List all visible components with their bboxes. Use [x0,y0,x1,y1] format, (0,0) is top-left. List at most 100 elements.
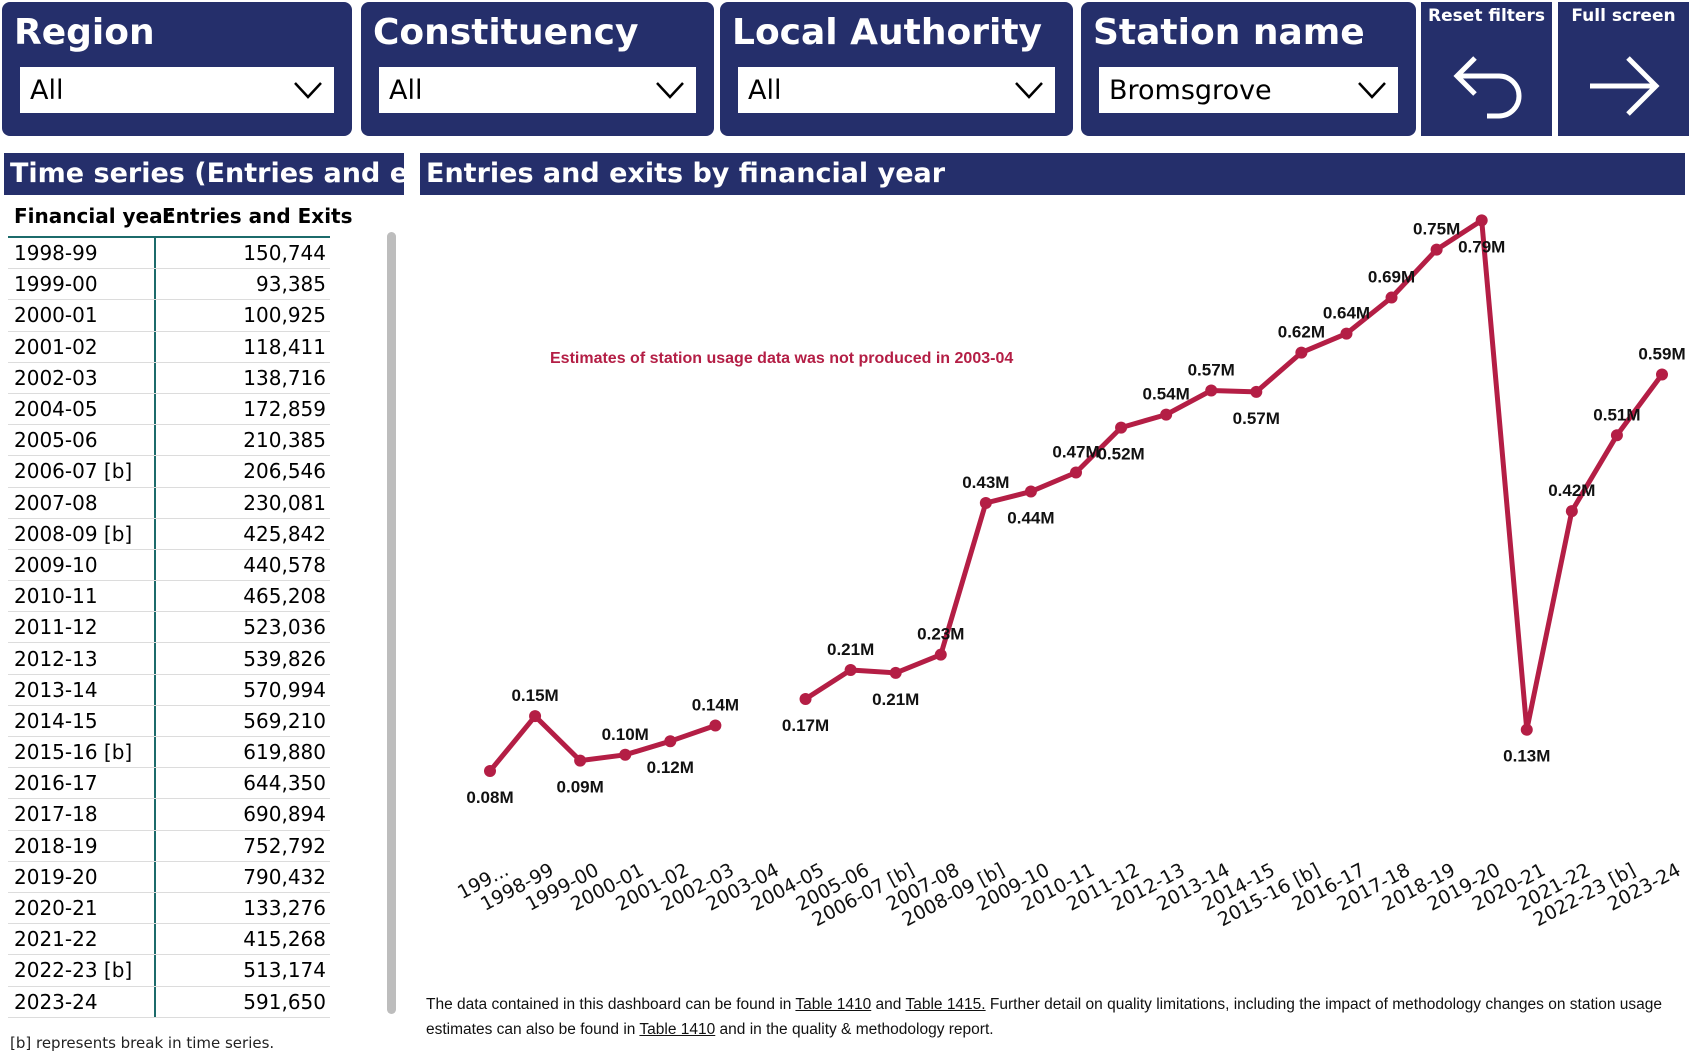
data-point[interactable] [1430,243,1443,256]
station-name-dropdown[interactable]: Bromsgrove [1099,67,1398,113]
full-screen-label: Full screen [1571,6,1676,26]
cell-financial-year: 2014-15 [8,705,156,736]
cell-financial-year: 2019-20 [8,861,156,892]
data-point[interactable] [529,710,542,723]
data-label: 0.17M [782,716,829,735]
cell-financial-year: 2005-06 [8,425,156,456]
cell-entries-exits: 118,411 [243,334,326,359]
cell-financial-year: 2002-03 [8,362,156,393]
table-row: 2018-19 752,792 [8,830,330,862]
data-label: 0.44M [1007,509,1054,528]
region-dropdown-value: All [30,74,64,106]
cell-entries-exits: 230,081 [243,490,326,515]
data-point[interactable] [1115,421,1128,434]
constituency-filter-title: Constituency [373,12,639,53]
cell-entries-exits: 752,792 [243,833,326,858]
table-row: 2008-09 [b] 425,842 [8,518,330,550]
data-point[interactable] [1024,485,1037,498]
local-authority-dropdown[interactable]: All [738,67,1055,113]
reset-filters-button[interactable]: Reset filters [1421,2,1552,136]
cell-financial-year: 2004-05 [8,393,156,425]
data-label: 0.57M [1188,360,1235,379]
cell-entries-exits: 440,578 [243,552,326,577]
full-screen-button[interactable]: Full screen [1558,2,1689,136]
chart-section-header: Entries and exits by financial year [420,153,1685,195]
cell-financial-year: 2023-24 [8,986,156,1017]
data-point[interactable] [1295,346,1308,359]
data-point[interactable] [1340,327,1353,340]
data-label: 0.64M [1323,304,1370,323]
cell-entries-exits: 150,744 [243,241,326,266]
line-chart: Estimates of station usage data was not … [454,214,1685,931]
chart-title: Entries and exits by financial year [426,158,946,189]
cell-financial-year: 2017-18 [8,799,156,830]
table-row: 2015-16 [b] 619,880 [8,737,330,769]
table-1415-link[interactable]: Table 1415. [905,996,986,1013]
col-financial-year[interactable]: Financial year [14,204,173,228]
table-row: 2007-08 230,081 [8,487,330,519]
footnote-text-1: The data contained in this dashboard can… [426,996,796,1013]
data-point[interactable] [1160,408,1173,421]
table-1410-link[interactable]: Table 1410 [795,996,872,1013]
reset-filters-label: Reset filters [1428,6,1545,26]
table-row: 2014-15 569,210 [8,705,330,737]
table-section-header: Time series (Entries and exits) [4,153,476,195]
cell-financial-year: 2012-13 [8,643,156,674]
footnote-text-3: Further detail on quality limitations, i… [426,996,1662,1038]
table-row: 2023-24 591,650 [8,986,330,1018]
data-point[interactable] [484,765,496,777]
data-label: 0.54M [1143,385,1190,404]
data-label: 0.13M [1503,747,1550,766]
region-filter: Region All [2,2,352,136]
data-point[interactable] [799,693,812,706]
data-point[interactable] [1475,214,1488,227]
constituency-dropdown-value: All [389,74,423,106]
data-label: 0.09M [557,778,604,797]
data-point[interactable] [1656,368,1668,381]
cell-financial-year: 2000-01 [8,300,156,331]
table-row: 2005-06 210,385 [8,425,330,457]
constituency-filter: Constituency All [361,2,714,136]
data-point[interactable] [844,663,857,676]
data-point[interactable] [889,666,902,679]
cell-entries-exits: 539,826 [243,646,326,671]
data-label: 0.79M [1458,237,1505,256]
data-point[interactable] [1565,505,1578,518]
cell-financial-year: 2007-08 [8,487,156,518]
cell-entries-exits: 93,385 [256,272,326,297]
cell-financial-year: 2016-17 [8,768,156,799]
data-point[interactable] [1610,429,1623,442]
cell-financial-year: 2013-14 [8,674,156,705]
footnote-text-2: and [871,996,906,1013]
region-dropdown[interactable]: All [20,67,334,113]
data-point[interactable] [574,754,587,767]
data-point[interactable] [1205,384,1218,397]
table-1410-link-2[interactable]: Table 1410 [639,1021,716,1038]
data-label: 0.08M [466,788,513,807]
constituency-dropdown[interactable]: All [379,67,696,113]
data-point[interactable] [1250,385,1263,398]
data-point[interactable] [664,735,677,748]
undo-arrow-icon [1452,56,1521,119]
station-name-filter-title: Station name [1093,12,1365,53]
data-point[interactable] [1070,466,1082,479]
table-row: 2006-07 [b] 206,546 [8,456,330,488]
cell-entries-exits: 138,716 [243,365,326,390]
table-row: 2002-03 138,716 [8,362,330,394]
data-point[interactable] [619,748,632,761]
table-row: 2022-23 [b] 513,174 [8,955,330,987]
data-point[interactable] [934,648,947,661]
data-point[interactable] [979,496,992,509]
data-point[interactable] [709,719,722,732]
cell-entries-exits: 690,894 [243,802,326,827]
table-scrollbar[interactable] [387,232,396,1014]
series-line-segment [804,217,1665,733]
footnote-text-4: and in the quality & methodology report. [715,1021,994,1038]
col-entries-exits[interactable]: Entries and Exits [162,204,353,228]
arrow-right-icon [1589,56,1660,116]
cell-entries-exits: 644,350 [243,771,326,796]
data-point[interactable] [1385,291,1398,304]
table-row: 2021-22 415,268 [8,924,330,956]
data-point[interactable] [1520,723,1533,736]
table-row: 2017-18 690,894 [8,799,330,831]
